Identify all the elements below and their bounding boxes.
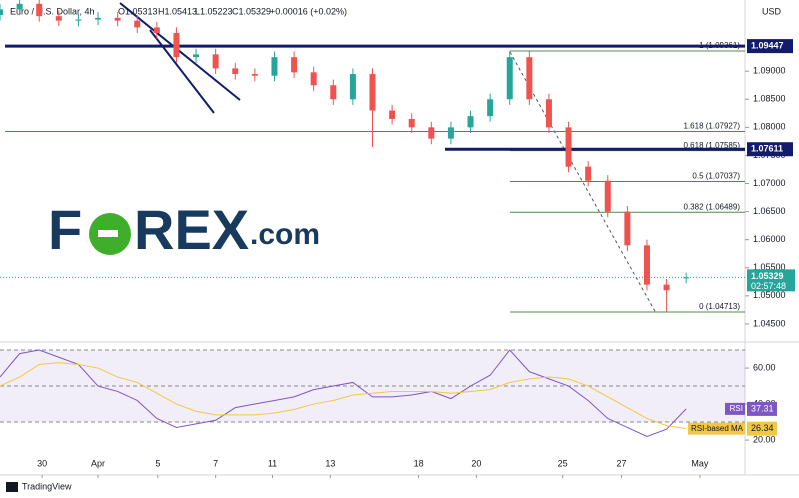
candle-body: [212, 54, 219, 69]
value-box: [747, 401, 777, 416]
candle-body: [349, 74, 356, 100]
y-tick-label: 1.06500: [753, 206, 786, 216]
candle-body: [643, 245, 650, 285]
candle-body: [565, 127, 572, 167]
candle-body: [683, 277, 690, 279]
legend-name: RSI-based MA: [691, 424, 744, 433]
countdown: 02:57:48: [751, 281, 786, 291]
fib-label: 0.5 (1.07037): [692, 172, 740, 181]
candle-body: [95, 17, 102, 20]
legend-name: RSI: [730, 404, 743, 413]
level-label: 1.07611: [751, 144, 783, 154]
change: +0.00016 (+0.02%): [270, 6, 347, 16]
series-line: [0, 362, 687, 430]
fib-label: 0.382 (1.06489): [684, 202, 741, 211]
candle-body: [487, 99, 494, 117]
legend-name-box: [688, 422, 745, 435]
candle-body: [75, 19, 82, 21]
x-tick-label: 25: [558, 458, 568, 468]
candle-body: [291, 57, 298, 73]
last-price-label: 1.05329: [751, 271, 784, 281]
x-tick-label: 11: [268, 458, 277, 468]
y-tick-label: 1.08000: [753, 122, 786, 132]
candle-body: [408, 118, 415, 128]
y-tick-label: 1.05500: [753, 262, 786, 272]
x-tick-label: Apr: [91, 458, 105, 468]
value-label: 26.34: [751, 423, 774, 433]
footer: TradingView: [22, 481, 72, 491]
series-line: [0, 349, 687, 437]
ohlc-low: L1.05223: [195, 6, 233, 16]
fib-label: 0 (1.04713): [699, 302, 740, 311]
candle-body: [467, 116, 474, 128]
x-tick-label: 5: [155, 458, 160, 468]
y-tick-label: 60.00: [753, 362, 776, 372]
y-tick-label: 1.04500: [753, 318, 786, 328]
candle-body: [604, 180, 611, 212]
candle-body: [173, 33, 180, 58]
level-label-box: [747, 142, 793, 157]
logo-lead: F: [48, 198, 82, 261]
y-tick-label: 1.07000: [753, 178, 786, 188]
x-tick-label: 13: [325, 458, 335, 468]
candle-body: [36, 3, 43, 17]
candle-body: [663, 284, 670, 291]
candle-body: [55, 16, 62, 21]
x-tick-label: 27: [616, 458, 626, 468]
x-tick-label: 20: [471, 458, 481, 468]
candle-body: [134, 20, 141, 28]
legend-name-box: [725, 402, 745, 415]
trend-channel: [119, 2, 241, 101]
level-label: 1.09447: [751, 40, 784, 50]
candle-body: [526, 57, 533, 100]
candle-body: [114, 17, 121, 21]
candle-body: [232, 68, 239, 75]
y-tick-label: 1.08500: [753, 94, 786, 104]
ohlc-close: C1.05329: [232, 6, 271, 16]
candle-body: [447, 127, 454, 139]
logo: F REX .com: [48, 198, 320, 261]
fib-label: 1.618 (1.07927): [684, 122, 741, 131]
candle-body: [271, 57, 278, 76]
candle-body: [506, 57, 513, 100]
logo-coin-bar: [98, 230, 118, 237]
candle-body: [369, 74, 376, 111]
ohlc-high: H1.05413: [158, 6, 197, 16]
fib-trend: [509, 51, 657, 314]
level-label-box: [747, 39, 793, 54]
candle-body: [193, 54, 200, 58]
footer-icon: [6, 482, 18, 492]
candle-body: [16, 3, 23, 10]
symbol: Euro / U.S. Dollar, 4h: [10, 6, 95, 16]
candle-body: [585, 166, 592, 181]
logo-tail: REX: [134, 198, 249, 261]
candle-body: [389, 110, 396, 119]
y-tick-label: 1.05000: [753, 290, 786, 300]
candle-body: [310, 72, 317, 86]
trend-channel: [149, 29, 215, 114]
candle-body: [330, 85, 337, 100]
currency: USD: [762, 6, 782, 16]
y-tick-label: 1.09000: [753, 66, 786, 76]
x-tick-label: May: [691, 458, 709, 468]
value-label: 37.31: [751, 403, 774, 413]
y-tick-label: 20.00: [753, 434, 776, 444]
x-tick-label: 18: [414, 458, 424, 468]
candle-body: [545, 99, 552, 128]
fib-label: 0.618 (1.07585): [684, 141, 741, 150]
x-tick-label: 30: [37, 458, 47, 468]
candle-body: [428, 127, 435, 139]
candle-body: [0, 9, 3, 16]
last-price-box: [747, 269, 795, 292]
candle-body: [624, 211, 631, 246]
candle-body: [153, 27, 160, 34]
candle-body: [251, 74, 258, 76]
x-tick-label: 7: [213, 458, 218, 468]
logo-suffix: .com: [250, 218, 320, 251]
ohlc-open: O1.05313: [118, 6, 158, 16]
y-tick-label: 1.06000: [753, 234, 786, 244]
value-box: [747, 421, 777, 436]
